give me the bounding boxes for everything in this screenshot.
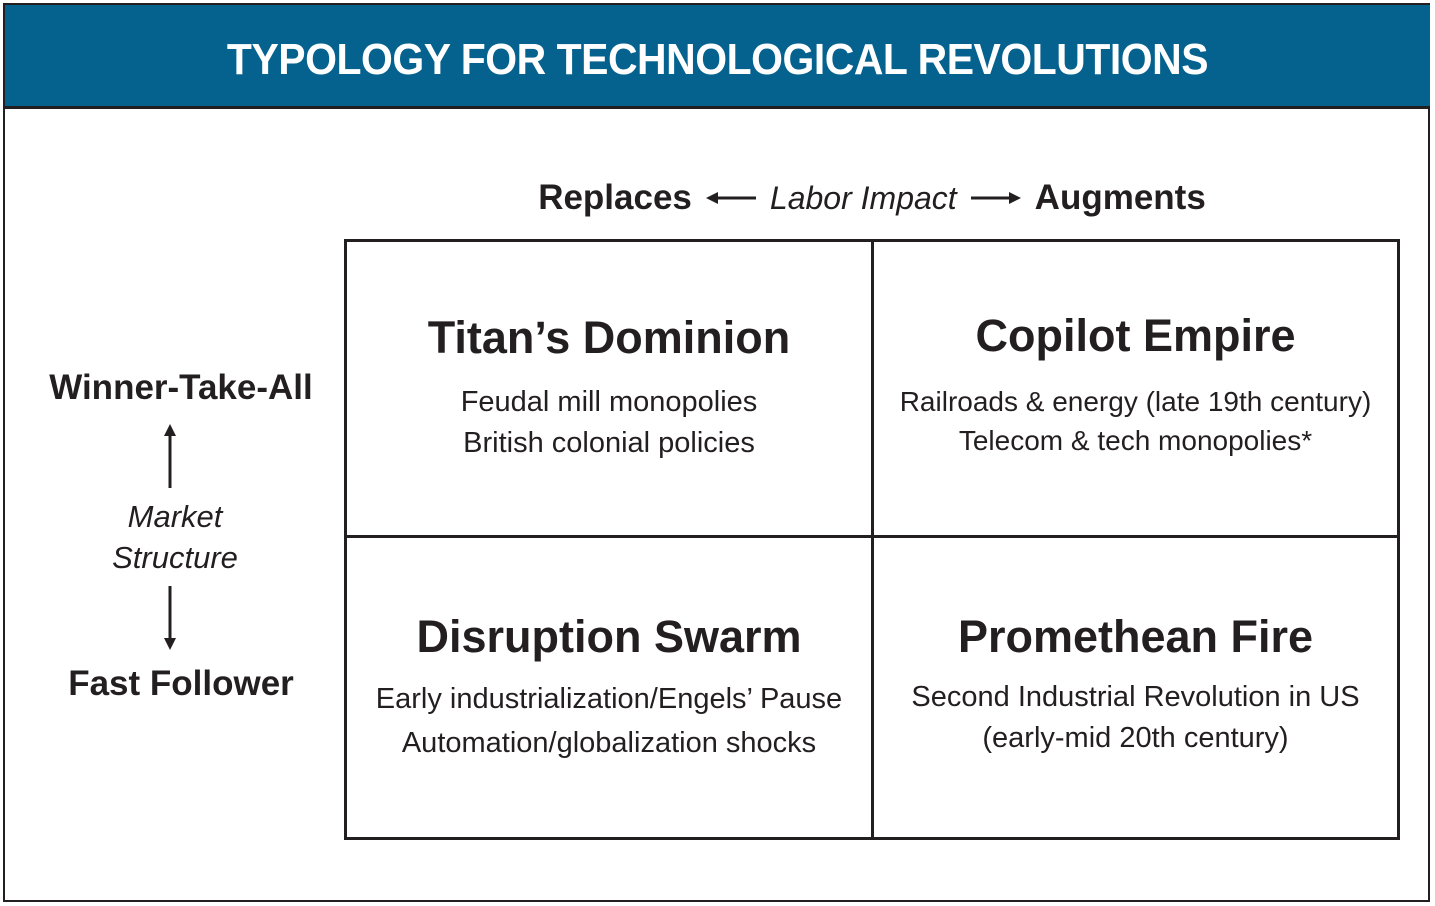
- quadrant-example: Feudal mill monopolies: [460, 386, 758, 418]
- quadrant-example: Second Industrial Revolution in US: [911, 681, 1360, 713]
- quadrant-title: Copilot Empire: [975, 310, 1296, 361]
- axis-bottom-end-label: Fast Follower: [68, 664, 294, 703]
- axis-horizontal-label: Labor Impact: [769, 179, 957, 216]
- axis-vertical-label-line1: Market: [127, 499, 223, 534]
- left-arrow-icon: [705, 190, 756, 206]
- labor-impact-axis: Replaces Labor Impact Augments: [344, 168, 1400, 228]
- quadrant-example: (early-mid 20th century): [982, 722, 1289, 754]
- quadrant-example: British colonial policies: [463, 427, 755, 459]
- quadrant-examples: Railroads & energy (late 19th century) T…: [900, 382, 1372, 460]
- title-banner: TYPOLOGY FOR TECHNOLOGICAL REVOLUTIONS: [5, 5, 1430, 109]
- axis-vertical-label-line2: Structure: [112, 540, 238, 575]
- axis-vertical-label: Market Structure: [20, 496, 330, 578]
- quadrant-disruption-swarm: Disruption Swarm Early industrialization…: [347, 538, 874, 837]
- figure-title: TYPOLOGY FOR TECHNOLOGICAL REVOLUTIONS: [226, 34, 1209, 84]
- quadrant-example: Automation/globalization shocks: [401, 727, 817, 759]
- down-arrow-icon: [162, 586, 178, 650]
- axis-left-end-label: Replaces: [538, 178, 692, 217]
- quadrant-examples: Feudal mill monopolies British colonial …: [461, 382, 758, 464]
- figure-frame: [3, 3, 1430, 902]
- up-arrow-icon: [162, 424, 178, 488]
- quadrant-example: Railroads & energy (late 19th century): [899, 386, 1372, 417]
- quadrant-example: Early industrialization/Engels’ Pause: [375, 683, 843, 715]
- market-structure-axis: Winner-Take-All Market Structure Fast Fo…: [20, 360, 340, 720]
- axis-top-end-label: Winner-Take-All: [49, 368, 313, 407]
- quadrant-titans-dominion: Titan’s Dominion Feudal mill monopolies …: [347, 242, 874, 538]
- quadrant-promethean-fire: Promethean Fire Second Industrial Revolu…: [874, 538, 1397, 837]
- quadrant-examples: Early industrialization/Engels’ Pause Au…: [376, 677, 842, 765]
- quadrant-examples: Second Industrial Revolution in US (earl…: [911, 677, 1359, 759]
- quadrant-title: Disruption Swarm: [416, 611, 802, 662]
- axis-right-end-label: Augments: [1034, 178, 1206, 217]
- quadrant-title: Promethean Fire: [957, 611, 1314, 662]
- quadrant-grid: Titan’s Dominion Feudal mill monopolies …: [344, 239, 1400, 840]
- right-arrow-icon: [970, 190, 1021, 206]
- quadrant-title: Titan’s Dominion: [427, 312, 791, 363]
- quadrant-copilot-empire: Copilot Empire Railroads & energy (late …: [874, 242, 1397, 538]
- quadrant-example: Telecom & tech monopolies*: [958, 425, 1313, 456]
